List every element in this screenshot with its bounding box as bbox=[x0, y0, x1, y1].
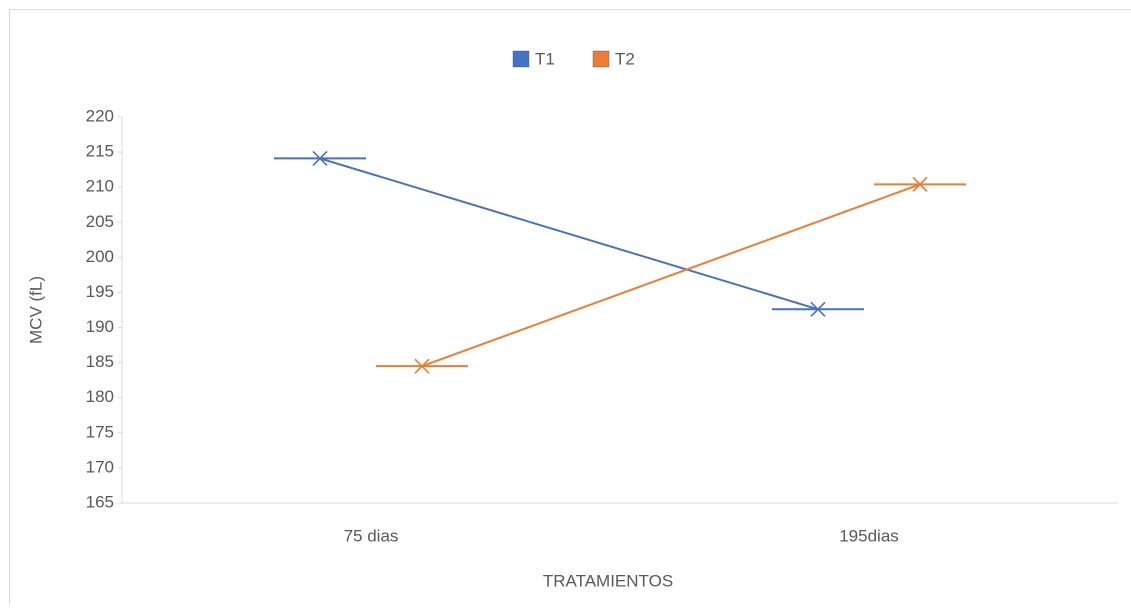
y-tick-label: 165 bbox=[86, 492, 114, 511]
y-tick-label: 195 bbox=[86, 282, 114, 301]
y-tick-label: 215 bbox=[86, 142, 114, 161]
y-tick-label: 185 bbox=[86, 352, 114, 371]
y-tick-label: 200 bbox=[86, 247, 114, 266]
legend-swatch bbox=[593, 51, 609, 67]
y-tick-label: 180 bbox=[86, 387, 114, 406]
y-axis-label: MCV (fL) bbox=[26, 276, 45, 344]
y-tick-label: 205 bbox=[86, 212, 114, 231]
y-tick-label: 175 bbox=[86, 422, 114, 441]
chart-border bbox=[10, 10, 1131, 606]
y-tick-label: 220 bbox=[86, 106, 114, 125]
legend-label: T1 bbox=[535, 49, 555, 68]
legend-label: T2 bbox=[615, 49, 635, 68]
x-axis-label: TRATAMIENTOS bbox=[543, 571, 673, 590]
x-tick-label: 75 dias bbox=[344, 526, 399, 545]
x-tick-label: 195dias bbox=[839, 526, 899, 545]
legend-swatch bbox=[513, 51, 529, 67]
y-tick-label: 210 bbox=[86, 177, 114, 196]
y-tick-label: 190 bbox=[86, 317, 114, 336]
y-tick-label: 170 bbox=[86, 457, 114, 476]
